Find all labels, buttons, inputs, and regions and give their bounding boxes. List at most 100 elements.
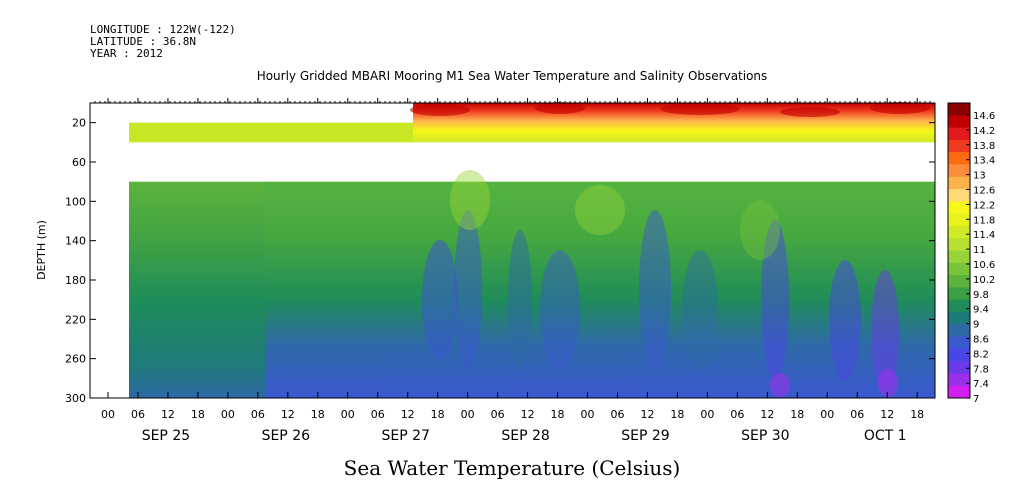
x-tick-label: 12 <box>281 408 295 421</box>
colorbar-swatch <box>948 189 970 202</box>
colorbar-swatch <box>948 299 970 313</box>
colorbar-swatch <box>948 348 970 362</box>
chart-title: Hourly Gridded MBARI Mooring M1 Sea Wate… <box>257 69 768 83</box>
x-tick-label: 18 <box>910 408 924 421</box>
x-tick-label: 00 <box>820 408 834 421</box>
x-tick-label: 06 <box>371 408 385 421</box>
temp-anomaly-8 <box>871 270 899 390</box>
x-date-label: SEP 27 <box>381 428 429 444</box>
colorbar-swatch <box>948 287 970 301</box>
y-tick-label: 20 <box>72 117 86 130</box>
colorbar-label: 10.2 <box>973 275 995 286</box>
colorbar-frame <box>947 102 971 399</box>
x-tick-label: 00 <box>700 408 714 421</box>
colorbar-swatch <box>948 262 970 276</box>
x-tick-label: 18 <box>311 408 325 421</box>
year-label: YEAR : 2012 <box>90 47 163 60</box>
temp-anomaly-12 <box>575 185 625 235</box>
x-date-label: SEP 28 <box>501 428 549 444</box>
x-tick-label: 06 <box>730 408 744 421</box>
colorbar-label: 8.6 <box>973 335 989 346</box>
colorbar-swatch <box>948 139 970 153</box>
y-tick-label: 300 <box>65 392 86 405</box>
longitude-label: LONGITUDE : 122W(-122) <box>90 23 236 36</box>
colorbar-swatch <box>948 311 970 325</box>
colorbar-swatch <box>948 152 970 165</box>
x-tick-label: 12 <box>640 408 654 421</box>
temp-anomaly-0 <box>422 240 458 360</box>
colorbar-swatch <box>948 324 970 338</box>
plot-area <box>89 102 936 399</box>
colorbar-swatch <box>948 373 970 387</box>
colorbar-label: 8.2 <box>973 349 989 360</box>
x-date-label: SEP 29 <box>621 428 669 444</box>
x-date-label: SEP 30 <box>741 428 789 444</box>
surface-warm-1 <box>535 102 585 114</box>
temp-anomaly-2 <box>508 230 532 370</box>
colorbar-swatch <box>948 250 970 264</box>
x-axis: 00 06 12 18 00 06 12 18 00 06 12 18 00 06 12 18 00 06 12 18… <box>94 98 931 444</box>
chart-subtitle: Sea Water Temperature (Celsius) <box>344 456 681 480</box>
colorbar: 14.6 14.2 13.8 13.4 13 12.6 12.2 11.8 11.4 11 10.6… <box>947 102 995 405</box>
x-tick-label: 12 <box>880 408 894 421</box>
x-tick-label: 00 <box>461 408 475 421</box>
y-axis: 20 60 100 140 180 220 260 300 <box>65 117 935 405</box>
x-tick-label: 18 <box>670 408 684 421</box>
temp-anomaly-11 <box>450 170 490 230</box>
colorbar-label: 11 <box>973 245 986 256</box>
x-tick-label: 06 <box>251 408 265 421</box>
x-tick-label: 18 <box>790 408 804 421</box>
x-tick-label: 06 <box>850 408 864 421</box>
band-early-surface <box>129 122 413 143</box>
colorbar-label: 12.6 <box>973 186 995 197</box>
temp-anomaly-9 <box>770 373 790 397</box>
colorbar-label: 11.4 <box>973 230 995 241</box>
colorbar-swatch <box>948 201 970 215</box>
colorbar-swatch <box>948 238 970 251</box>
colorbar-label: 11.8 <box>973 215 995 226</box>
y-tick-label: 140 <box>65 235 86 248</box>
colorbar-swatch <box>948 127 970 141</box>
colorbar-swatch <box>948 275 970 288</box>
x-tick-label: 12 <box>401 408 415 421</box>
colorbar-label: 13.8 <box>973 141 995 152</box>
temp-anomaly-10 <box>878 369 898 397</box>
latitude-label: LATITUDE : 36.8N <box>90 35 196 48</box>
colorbar-label: 13.4 <box>973 156 995 167</box>
colorbar-label: 12.2 <box>973 200 995 211</box>
colorbar-swatch <box>948 225 970 239</box>
temp-anomaly-7 <box>829 260 861 380</box>
x-date-label: SEP 25 <box>142 428 190 444</box>
colorbar-swatch <box>948 103 970 116</box>
surface-warm-0 <box>410 104 470 116</box>
y-tick-label: 60 <box>72 156 86 169</box>
x-tick-label: 06 <box>610 408 624 421</box>
colorbar-label: 9.4 <box>973 305 989 316</box>
x-date-label: SEP 26 <box>262 428 311 444</box>
colorbar-swatch <box>948 361 970 374</box>
y-axis-label: DEPTH (m) <box>35 220 48 280</box>
colorbar-label: 7.8 <box>973 364 989 375</box>
x-tick-label: 12 <box>161 408 175 421</box>
colorbar-swatch <box>948 115 970 129</box>
x-tick-label: 00 <box>581 408 595 421</box>
surface-warm-4 <box>870 102 930 114</box>
plot-frame <box>89 102 936 399</box>
colorbar-swatch <box>948 213 970 227</box>
surface-warm-2 <box>660 103 740 115</box>
x-tick-label: 12 <box>521 408 535 421</box>
x-tick-label: 06 <box>491 408 505 421</box>
temp-anomaly-3 <box>540 250 580 370</box>
x-tick-label: 18 <box>431 408 445 421</box>
colorbar-swatch <box>948 164 970 178</box>
temp-anomaly-4 <box>639 210 671 370</box>
band-deep <box>265 181 935 398</box>
y-tick-label: 100 <box>65 195 86 208</box>
x-date-label: OCT 1 <box>864 428 907 444</box>
colorbar-label: 10.6 <box>973 260 995 271</box>
colorbar-swatch <box>948 336 970 350</box>
x-tick-label: 00 <box>341 408 355 421</box>
y-tick-label: 220 <box>65 313 86 326</box>
colorbar-label: 14.2 <box>973 126 995 137</box>
